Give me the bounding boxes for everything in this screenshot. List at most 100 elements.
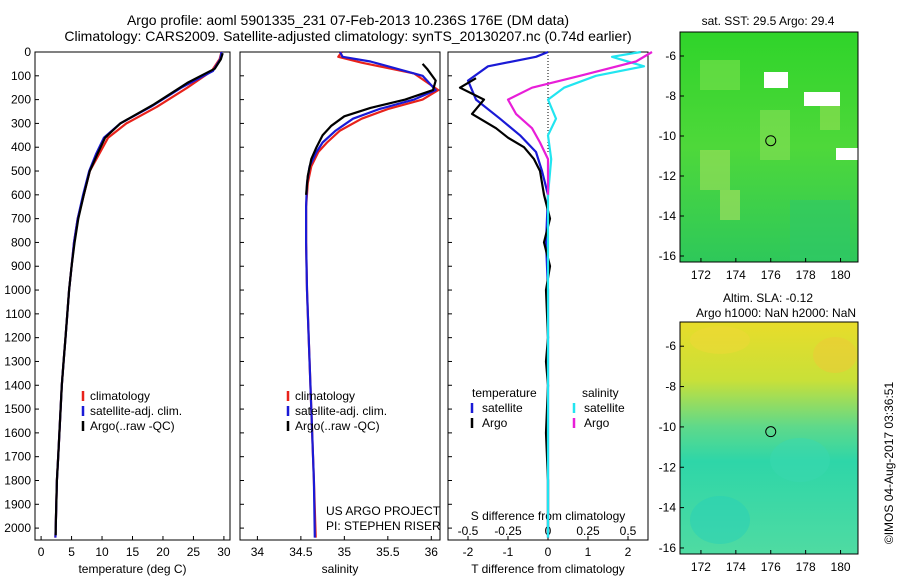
x-tick-label: 0	[38, 545, 45, 559]
y-tick-label: 800	[11, 235, 31, 249]
map-x-tick-label: 180	[831, 560, 851, 574]
legend-title: salinity	[582, 386, 619, 400]
y-tick-label: 1500	[4, 402, 31, 416]
map-y-tick-label: -16	[659, 249, 677, 263]
x-tick-label: 34	[251, 545, 265, 559]
sla-map-title-line2: Argo h1000: NaN h2000: NaN	[696, 306, 856, 320]
y-tick-label: 1600	[4, 426, 31, 440]
figure-title-line2: Climatology: CARS2009. Satellite-adjuste…	[64, 28, 631, 44]
x-tick-label: 30	[217, 545, 231, 559]
project-annotation: PI: STEPHEN RISER	[326, 519, 441, 533]
sst-map-frame	[679, 31, 859, 263]
x-tick-label: -1	[503, 545, 514, 559]
map-y-tick-label: -14	[659, 501, 677, 515]
legend-label: climatology	[90, 389, 150, 403]
plot-frame	[34, 51, 231, 541]
sla-map-frame	[679, 321, 859, 555]
y-tick-label: 0	[24, 45, 31, 59]
map-y-tick-label: -16	[659, 541, 677, 555]
series-line	[54, 51, 223, 538]
y-tick-label: 1900	[4, 497, 31, 511]
plot-frame	[239, 51, 441, 541]
map-y-tick-label: -10	[659, 420, 677, 434]
map-y-tick-label: -14	[659, 209, 677, 223]
sla-map-title-line1: Altim. SLA: -0.12	[723, 291, 813, 305]
map-y-tick-label: -10	[659, 129, 677, 143]
series-line	[305, 51, 437, 538]
sst-map-texture	[700, 60, 850, 260]
map-x-tick-label: 176	[761, 560, 781, 574]
y-tick-label: 2000	[4, 521, 31, 535]
y-tick-label: 100	[11, 69, 31, 83]
y-tick-label: 600	[11, 188, 31, 202]
series-line	[305, 51, 440, 538]
legend-label: satellite-adj. clim.	[90, 404, 182, 418]
y-tick-label: 1800	[4, 473, 31, 487]
map-x-tick-label: 174	[726, 560, 746, 574]
figure-title-line1: Argo profile: aoml 5901335_231 07-Feb-20…	[127, 12, 569, 28]
salinity-panel: 34 34.5 35 35.5 36 salinity climatologysatelli…	[239, 51, 441, 576]
map-x-tick-label: 178	[796, 560, 816, 574]
y-tick-label: 1700	[4, 450, 31, 464]
y-tick-label: 400	[11, 140, 31, 154]
x-tick-label: 5	[68, 545, 75, 559]
legend-label: Argo	[584, 416, 610, 430]
map-x-tick-label: 176	[761, 268, 781, 282]
x-axis-label: salinity	[322, 562, 359, 576]
sla-map-texture	[690, 326, 857, 544]
legend-label: Argo(..raw -QC)	[90, 419, 175, 433]
x-tick-label: 34.5	[289, 545, 313, 559]
profile-location-marker	[765, 426, 777, 438]
x-axis-label: T difference from climatology	[471, 562, 625, 576]
legend-title: temperature	[472, 386, 537, 400]
map-x-tick-label: 172	[691, 268, 711, 282]
x-tick-label: 10	[95, 545, 109, 559]
legend-label: Argo(..raw -QC)	[295, 419, 380, 433]
y-tick-label: 1000	[4, 283, 31, 297]
sst-map-cloud-mask	[764, 72, 858, 160]
project-annotation: US ARGO PROJECT	[326, 504, 441, 518]
profile-location-marker	[765, 135, 777, 147]
x-tick-label: 15	[126, 545, 140, 559]
top-tick-label: -0.25	[494, 524, 522, 538]
top-tick-label: 0.5	[620, 524, 637, 538]
series-line	[458, 77, 552, 536]
map-y-tick-label: -12	[659, 460, 677, 474]
series-line	[305, 63, 437, 195]
y-tick-label: 300	[11, 116, 31, 130]
series-line	[54, 52, 224, 536]
x-tick-label: 35.5	[376, 545, 400, 559]
series-line	[546, 50, 646, 538]
series-line	[506, 51, 653, 195]
y-tick-label: 200	[11, 93, 31, 107]
y-tick-label: 1200	[4, 331, 31, 345]
y-tick-label: 1300	[4, 354, 31, 368]
top-tick-label: 0.25	[576, 524, 600, 538]
x-axis-label: temperature (deg C)	[78, 562, 186, 576]
map-y-tick-label: -6	[665, 49, 676, 63]
map-y-tick-label: -8	[665, 89, 676, 103]
y-tick-label: 700	[11, 212, 31, 226]
map-y-tick-label: -6	[665, 339, 676, 353]
legend-label: satellite	[584, 401, 625, 415]
sla-map-axes: 172 174 176 178 180 -6 -8 -10 -12 -14 -16	[659, 339, 851, 574]
legend-label: satellite	[482, 401, 523, 415]
y-tick-label: 500	[11, 164, 31, 178]
temperature-panel: 0100200300400500600700800900100011001200…	[4, 45, 231, 576]
x-tick-label: 25	[187, 545, 201, 559]
map-y-tick-label: -12	[659, 169, 677, 183]
imos-watermark: ©IMOS 04-Aug-2017 03:36:51	[882, 382, 896, 545]
x-tick-label: 20	[156, 545, 170, 559]
y-tick-label: 1400	[4, 378, 31, 392]
x-tick-label: 36	[425, 545, 439, 559]
legend-label: Argo	[482, 416, 508, 430]
series-line	[466, 50, 550, 538]
top-tick-label: -0.5	[458, 524, 479, 538]
x-tick-label: 0	[545, 545, 552, 559]
y-tick-label: 1100	[5, 307, 31, 321]
map-x-tick-label: 172	[691, 560, 711, 574]
y-tick-label: 900	[11, 259, 31, 273]
x-tick-label: 35	[338, 545, 352, 559]
